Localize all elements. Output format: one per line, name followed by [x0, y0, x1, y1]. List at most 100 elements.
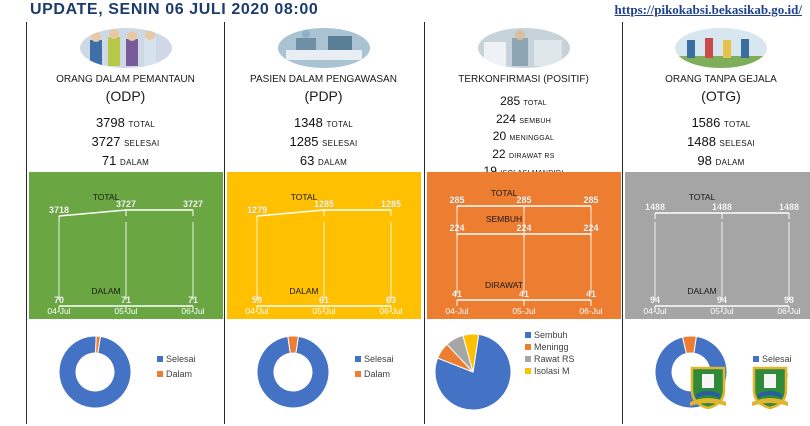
legend-swatch — [525, 368, 531, 374]
legend-label: Isolasi M — [534, 366, 570, 376]
legend-swatch — [525, 356, 531, 362]
series-label: DALAM — [289, 286, 318, 296]
stat-selesai: 3727 SELESAI — [91, 134, 160, 149]
panel-abbreviation: (ODP) — [105, 88, 146, 104]
legend-swatch — [157, 371, 163, 377]
pie-slice — [95, 335, 101, 354]
series-label: TOTAL — [689, 192, 716, 202]
legend-label: Dalam — [166, 369, 192, 379]
x-tick-label: 06-Jul — [181, 306, 204, 316]
data-label: 285 — [516, 195, 531, 205]
series-label: TOTAL — [93, 192, 120, 202]
panel-title: ORANG DALAM PEMANTAUN — [56, 74, 195, 85]
x-tick-label: 04-Jul — [445, 306, 468, 316]
update-timestamp: UPDATE, SENIN 06 JULI 2020 08:00 — [30, 1, 319, 18]
stat-dalam: 71 DALAM — [101, 153, 150, 168]
data-label: 1279 — [247, 205, 267, 215]
legend-label: Meningg — [534, 342, 569, 352]
stat-selesai: 1285 SELESAI — [289, 134, 358, 149]
legend-label: Selesai — [364, 354, 394, 364]
data-label: 285 — [449, 195, 464, 205]
stat-selesai: 1488 SELESAI — [687, 134, 755, 149]
data-label: 1488 — [645, 202, 665, 212]
otg-line-chart: 1488 1488 1488 TOTAL 94 94 98 DALAM 04-Jul 05-Jul… — [625, 172, 810, 319]
x-tick-label: 04-Jul — [245, 306, 268, 316]
pie-slice — [287, 335, 299, 354]
emblem-logo-left — [688, 364, 728, 410]
positif-line-chart: 285 285 285 TOTAL 224 224 224 SEMBUH 41 41 41 DIRAW… — [427, 172, 621, 319]
panel-abbreviation: (PDP) — [304, 88, 343, 104]
panel-odp: ORANG DALAM PEMANTAUN (ODP) 3798 TOTAL 3… — [26, 22, 224, 424]
legend-swatch — [355, 371, 361, 377]
pie-slice — [256, 335, 330, 409]
panel-title: ORANG TANPA GEJALA — [665, 74, 777, 85]
data-label: 3718 — [49, 205, 69, 215]
positif-pie-chart-svg: Sembuh Meningg Rawat RS Isolasi M — [434, 330, 575, 411]
panel-title: PASIEN DALAM PENGAWASAN — [250, 74, 397, 85]
series-label: DIRAWAT — [485, 280, 523, 290]
data-label: 285 — [583, 195, 598, 205]
stat-dalam: 63 DALAM — [299, 153, 348, 168]
x-tick-label: 05-Jul — [312, 306, 335, 316]
header-bar: UPDATE, SENIN 06 JULI 2020 08:00 https:/… — [0, 0, 810, 22]
stat-dalam: 98 DALAM — [697, 153, 745, 168]
x-tick-label: 06-Jul — [777, 306, 800, 316]
stat-total: 3798 TOTAL — [95, 115, 156, 130]
positif-pie-chart: Sembuh Meningg Rawat RS Isolasi M — [425, 328, 623, 424]
otg-photo-image — [675, 28, 767, 68]
stat-dirawat-rs: 22 DIRAWAT RS — [492, 146, 555, 161]
data-label: 1488 — [779, 202, 799, 212]
positif-photo — [477, 28, 570, 68]
x-tick-label: 05-Jul — [710, 306, 733, 316]
stat-total: 1586 TOTAL — [691, 115, 751, 130]
data-label: 1488 — [712, 202, 732, 212]
series-label: SEMBUH — [486, 214, 522, 224]
series-label: DALAM — [91, 286, 120, 296]
chart-background — [625, 172, 810, 319]
odp-line-chart: 3718 3727 3727 TOTAL 70 71 71 DALAM 04-Jul 05-Jul… — [29, 172, 223, 319]
data-label: 1285 — [314, 199, 334, 209]
pie-slice — [58, 335, 132, 409]
positif-photo-image — [477, 28, 570, 68]
series-label: TOTAL — [291, 192, 318, 202]
x-tick-label: 05-Jul — [114, 306, 137, 316]
odp-pie-chart-svg: Selesai Dalam — [58, 335, 196, 409]
legend-swatch — [525, 344, 531, 350]
stat-sembuh: 224 SEMBUH — [495, 111, 552, 126]
x-tick-label: 05-Jul — [512, 306, 535, 316]
series-label: DALAM — [687, 286, 716, 296]
legend-swatch — [355, 356, 361, 362]
pdp-line-chart: 1279 1285 1285 TOTAL 59 61 63 DALAM 04-Jul 05-Jul… — [227, 172, 421, 319]
stats-list: 1348 TOTAL 1285 SELESAI 63 DALAM — [225, 114, 422, 171]
emblem-logo-right — [750, 364, 790, 410]
stat-meninggal: 20 MENINGGAL — [492, 129, 555, 143]
odp-photo-image — [79, 28, 172, 68]
website-link[interactable]: https://pikokabsi.bekasikab.go.id/ — [614, 2, 803, 17]
panel-title: TERKONFIRMASI (POSITIF) — [458, 74, 589, 85]
stats-list: 1586 TOTAL 1488 SELESAI 98 DALAM — [623, 114, 810, 171]
legend-label: Rawat RS — [534, 354, 575, 364]
pdp-photo — [277, 28, 370, 68]
emblem-shield-icon — [690, 366, 726, 410]
stats-list: 285 TOTAL 224 SEMBUH 20 MENINGGAL 22 DIR… — [425, 94, 622, 182]
otg-photo — [675, 28, 767, 68]
panel-pdp: PASIEN DALAM PENGAWASAN (PDP) 1348 TOTAL… — [224, 22, 422, 424]
data-label: 3727 — [183, 199, 203, 209]
odp-photo — [79, 28, 172, 68]
legend-label: Selesai — [166, 354, 196, 364]
panel-positif: TERKONFIRMASI (POSITIF) 285 TOTAL 224 SE… — [424, 22, 622, 424]
stats-list: 3798 TOTAL 3727 SELESAI 71 DALAM — [27, 114, 224, 171]
x-tick-label: 04-Jul — [643, 306, 666, 316]
series-label: TOTAL — [491, 188, 518, 198]
x-tick-label: 06-Jul — [579, 306, 602, 316]
pie-slice — [681, 335, 697, 355]
x-tick-label: 06-Jul — [379, 306, 402, 316]
legend-swatch — [157, 356, 163, 362]
legend-swatch — [753, 356, 759, 362]
legend-label: Dalam — [364, 369, 390, 379]
pdp-pie-chart-svg: Selesai Dalam — [256, 335, 394, 409]
